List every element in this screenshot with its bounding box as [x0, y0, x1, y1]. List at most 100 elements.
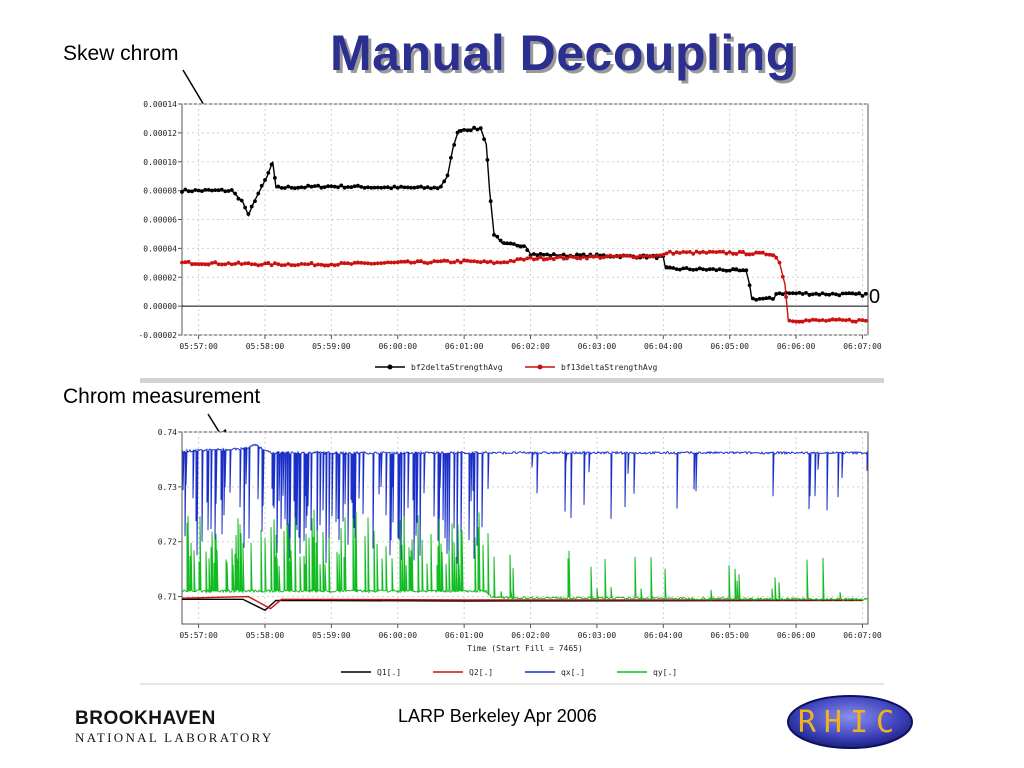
data-point: [611, 254, 616, 259]
data-point: [774, 292, 779, 296]
data-point: [678, 251, 682, 255]
data-point: [691, 251, 696, 256]
data-point: [196, 262, 201, 267]
data-point: [286, 184, 291, 189]
data-point: [668, 265, 672, 270]
data-point: [223, 262, 228, 267]
data-point: [276, 262, 281, 267]
data-point: [439, 184, 443, 189]
data-point: [409, 185, 413, 190]
data-point: [478, 260, 483, 265]
data-point: [309, 261, 314, 265]
data-point: [210, 188, 214, 193]
data-point: [694, 249, 699, 254]
data-point: [541, 257, 546, 262]
data-point: [269, 263, 274, 268]
data-point: [415, 185, 420, 190]
data-point: [654, 253, 659, 258]
data-point: [356, 183, 360, 188]
data-point: [385, 260, 390, 265]
data-point: [346, 261, 350, 266]
data-point: [697, 250, 702, 255]
data-point: [794, 291, 798, 296]
data-point: [468, 128, 473, 133]
data-point: [435, 259, 440, 264]
data-point: [193, 262, 198, 266]
data-point: [797, 319, 802, 324]
data-point: [196, 188, 201, 193]
data-point: [644, 253, 649, 258]
data-point: [508, 241, 513, 246]
legend-entry: qy[.]: [617, 668, 677, 677]
data-point: [575, 252, 579, 257]
data-point: [817, 292, 822, 297]
data-point: [538, 252, 543, 256]
data-point: [624, 253, 629, 258]
data-point: [824, 319, 828, 323]
data-point: [837, 317, 842, 322]
data-point: [724, 268, 729, 273]
data-point: [239, 262, 244, 266]
data-point: [800, 292, 805, 296]
plot-area: [181, 103, 869, 336]
data-point: [286, 262, 291, 266]
data-point: [578, 253, 583, 258]
data-point: [551, 257, 556, 262]
data-point: [439, 259, 443, 264]
data-point: [561, 252, 566, 257]
data-point: [518, 257, 523, 261]
data-point: [505, 241, 510, 246]
data-point: [810, 317, 815, 322]
data-point: [336, 185, 340, 190]
data-point: [442, 258, 447, 263]
data-point: [575, 256, 579, 261]
data-point: [545, 257, 549, 261]
data-point: [203, 188, 208, 192]
data-point: [747, 283, 752, 288]
data-point: [306, 183, 310, 188]
series-line: [181, 595, 863, 610]
data-point: [273, 261, 277, 265]
data-point: [688, 250, 692, 254]
data-point: [216, 262, 221, 267]
data-point: [767, 252, 772, 257]
data-point: [405, 259, 410, 264]
data-point: [366, 261, 370, 266]
footer-divider: [140, 683, 884, 685]
data-point: [435, 186, 440, 191]
data-point: [790, 319, 795, 324]
data-point: [558, 254, 563, 259]
x-tick-label: 06:04:00: [644, 631, 683, 640]
data-point: [621, 254, 626, 258]
data-point: [850, 319, 855, 324]
zero-marker: 0: [869, 286, 881, 308]
y-tick-label: 0.71: [158, 593, 177, 602]
data-point: [495, 260, 500, 265]
data-point: [449, 260, 453, 265]
data-point: [458, 129, 463, 133]
data-point: [392, 184, 397, 189]
data-point: [462, 258, 466, 263]
legend-entry: Q2[.]: [433, 668, 493, 677]
data-point: [538, 255, 543, 259]
data-point: [764, 296, 769, 301]
data-point: [206, 262, 211, 267]
data-point: [332, 263, 337, 268]
legend-marker: [387, 364, 393, 370]
data-point: [814, 291, 818, 296]
data-point: [800, 319, 805, 324]
data-point: [246, 261, 251, 266]
data-point: [266, 171, 271, 175]
data-point: [329, 184, 334, 189]
legend-marker: [537, 364, 543, 370]
data-point: [412, 185, 417, 190]
series-q1: [182, 598, 863, 612]
data-point: [249, 262, 254, 267]
data-point: [515, 243, 520, 248]
data-point: [359, 185, 364, 189]
data-point: [249, 204, 254, 209]
data-point: [299, 185, 304, 190]
data-point: [213, 260, 218, 265]
skew-chrom-callout: Skew chrom: [63, 42, 179, 65]
data-point: [767, 295, 772, 300]
